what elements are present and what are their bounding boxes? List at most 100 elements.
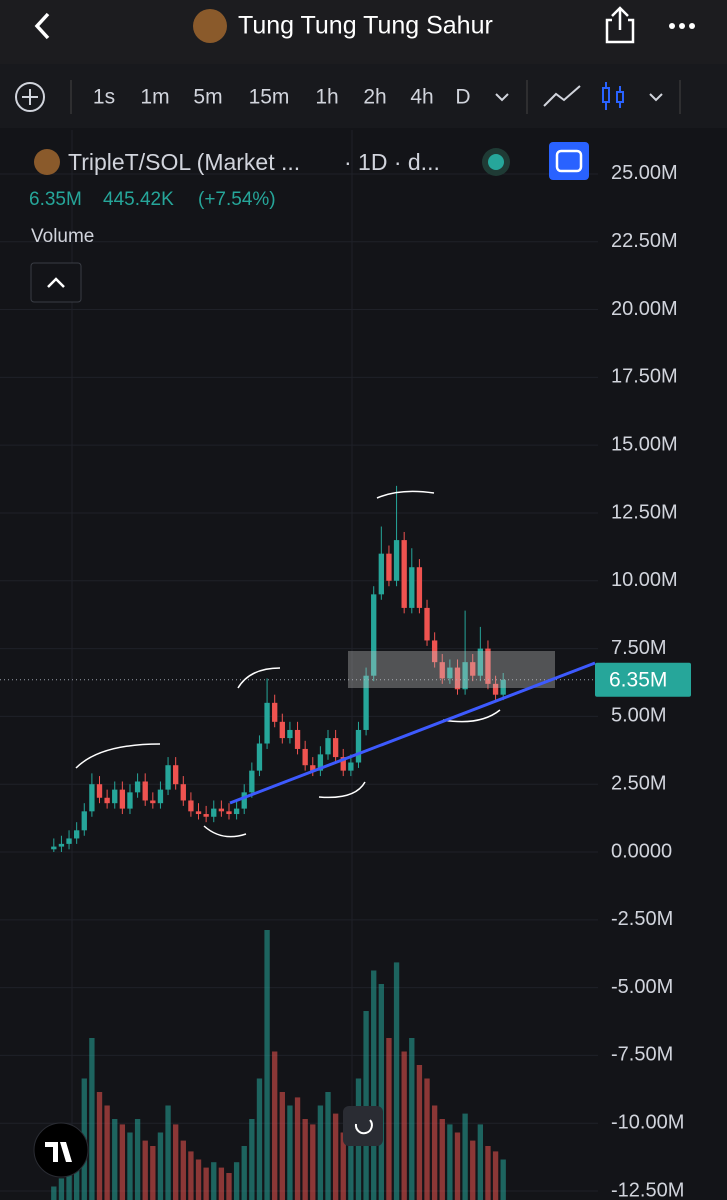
candle-body [470,662,476,676]
y-tick-label: 10.00M [611,569,678,591]
more-button[interactable] [669,23,695,29]
candle-body [378,553,384,595]
fullscreen-button[interactable] [549,142,589,180]
candle-body [416,567,423,608]
interval-option[interactable]: 4h [410,86,433,109]
candle-body [310,765,316,771]
candle-body [477,648,484,676]
volume-bar [203,1167,209,1200]
candle-body [409,567,415,608]
candle-body [150,800,156,804]
status-dot [488,154,504,170]
candle-body [180,784,186,801]
volume-bar [378,984,384,1200]
y-tick-label: -5.00M [611,976,673,998]
interval-option[interactable]: D [455,86,470,109]
candle-body [454,667,461,690]
volume-bar [96,1092,103,1200]
volume-bar [302,1119,308,1200]
candle-body [294,729,301,749]
volume-bar [294,1097,301,1200]
candle-body [363,675,369,730]
candle-body [165,765,171,790]
candle-body [157,789,164,804]
volume-ma: 445.42K [103,189,174,210]
volume-change: (+7.54%) [198,189,276,210]
reset-button[interactable] [343,1106,383,1146]
volume-bar [371,970,377,1200]
candle-body [393,540,400,581]
collapse-button[interactable] [30,262,82,303]
line-tool[interactable] [543,85,581,107]
candle-body [447,667,453,679]
interval-option[interactable]: 15m [249,86,290,109]
interval-option[interactable]: 1h [315,86,338,109]
candle-body [492,683,499,695]
candle-body [348,762,354,771]
volume-bar [340,1132,346,1200]
volume-bar [348,1119,354,1200]
drawings [75,490,501,838]
volume-bar [226,1173,232,1200]
volume-bar [477,1124,484,1200]
candle-body [73,830,80,839]
chart-type-button[interactable] [602,82,624,110]
y-tick-label: 20.00M [611,298,678,320]
volume-bar [89,1038,95,1200]
candle-body [401,540,407,608]
y-tick-label: 2.50M [611,772,667,794]
volume-bar [500,1159,506,1200]
y-tick-label: 0.0000 [611,840,672,862]
candle-body [325,738,331,755]
volume-bar [256,1078,263,1200]
symbol-avatar [34,149,60,175]
volume-bar [51,1186,57,1200]
y-tick-label: 12.50M [611,501,678,523]
volume-bar [462,1113,468,1200]
volume-bar [409,1038,415,1200]
volume-bar [447,1124,453,1200]
interval-option[interactable]: 2h [363,86,386,109]
volume-bar [180,1140,186,1200]
interval-menu[interactable] [495,93,509,102]
y-tick-label: -2.50M [611,908,673,930]
volume-bar [134,1119,141,1200]
candle-body [142,781,148,801]
candle-body [81,811,87,831]
token-avatar [193,9,227,43]
volume-bar [127,1132,133,1200]
volume-bar [431,1105,438,1200]
volume-bar [233,1162,240,1200]
chart-type-menu[interactable] [649,93,663,102]
volume-bar [393,962,400,1200]
candle-body [58,843,65,847]
candle-body [287,729,293,739]
interval-option[interactable]: 1m [140,86,169,109]
volume-bar [119,1124,126,1200]
candle-body [485,648,491,684]
collapse-icon [47,277,65,288]
add-button[interactable] [15,82,45,112]
candle-body [89,784,95,812]
volume-value: 6.35M [29,189,82,210]
candle-body [211,808,217,817]
candle-body [188,800,194,812]
symbol-name[interactable]: TripleT/SOL (Market ... [68,149,300,175]
candle-body [371,594,377,676]
back-button[interactable] [34,12,50,40]
volume-bar [211,1162,217,1200]
interval-option[interactable]: 5m [193,86,222,109]
y-tick-label: -12.50M [611,1179,684,1200]
candle-body [127,792,133,809]
volume-bar [325,1092,331,1200]
interval-option[interactable]: 1s [93,86,115,109]
volume-bar [165,1105,171,1200]
candle-body [226,811,232,815]
share-button[interactable] [605,6,635,44]
candle-body [279,721,285,739]
candle-body [332,738,339,758]
tv-logo [33,1122,89,1178]
candle-body [386,553,392,581]
candle-body [112,789,118,804]
